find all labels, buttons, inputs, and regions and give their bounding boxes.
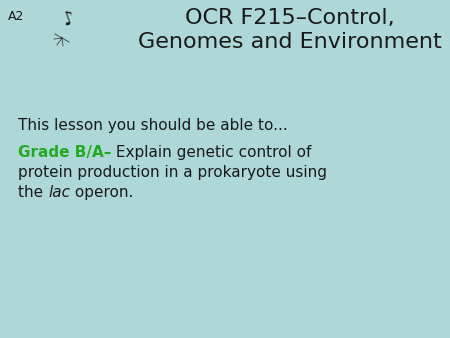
Text: the: the: [18, 185, 48, 200]
Text: This lesson you should be able to...: This lesson you should be able to...: [18, 118, 288, 133]
Text: operon.: operon.: [70, 185, 133, 200]
Text: Grade B/A–: Grade B/A–: [18, 145, 112, 160]
Text: Genomes and Environment: Genomes and Environment: [138, 32, 442, 52]
Text: lac: lac: [48, 185, 70, 200]
Text: Explain genetic control of: Explain genetic control of: [112, 145, 312, 160]
Text: OCR F215–Control,: OCR F215–Control,: [185, 8, 395, 28]
Text: ♪: ♪: [59, 8, 77, 30]
Text: protein production in a prokaryote using: protein production in a prokaryote using: [18, 165, 327, 180]
Text: A2: A2: [8, 10, 24, 23]
